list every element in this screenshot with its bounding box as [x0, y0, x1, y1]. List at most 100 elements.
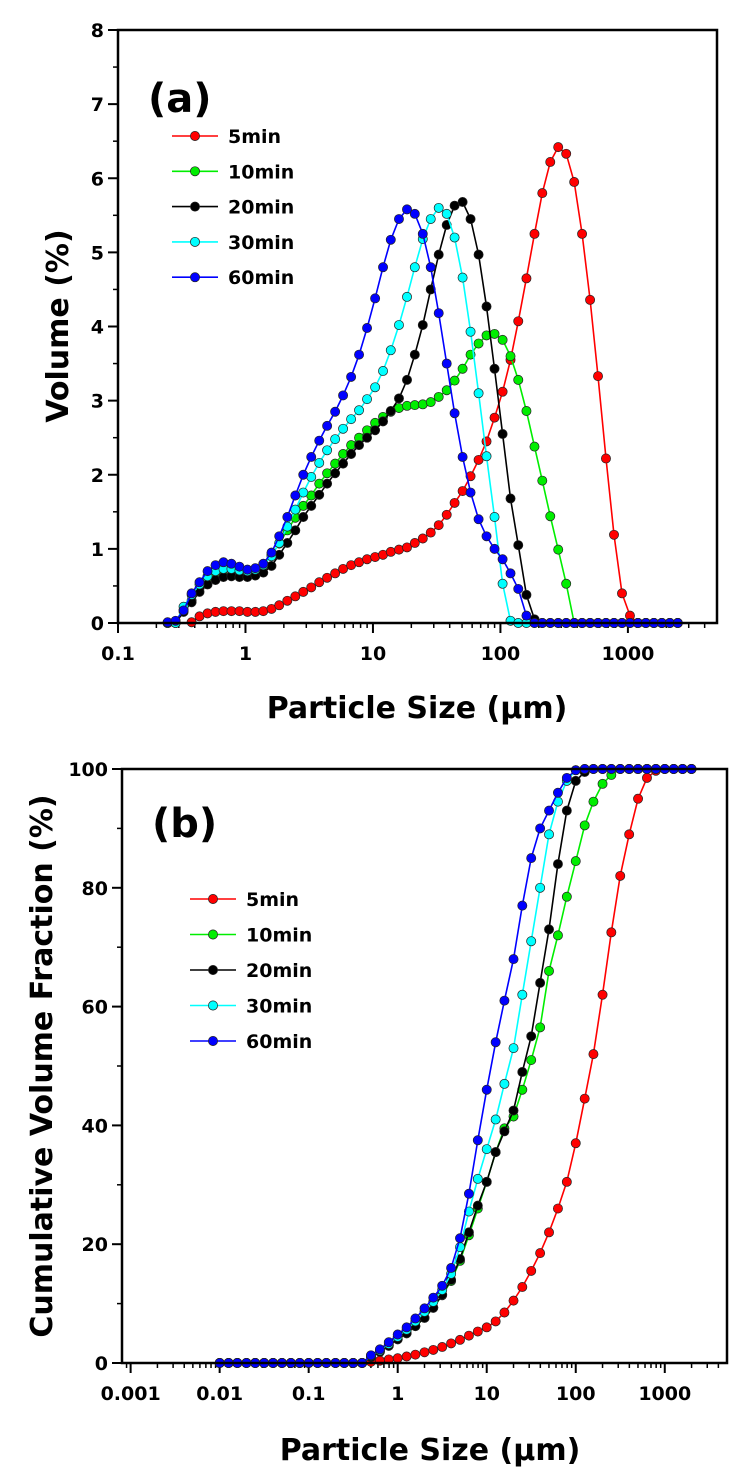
chart-a-point-5min — [290, 591, 301, 602]
chart-b-point-5min — [606, 927, 617, 938]
chart-a-point-10min — [497, 334, 508, 345]
chart-b-point-20min — [552, 859, 563, 869]
chart-b-point-60min — [463, 1188, 474, 1199]
chart-a-point-60min — [258, 558, 269, 569]
chart-a-point-20min — [417, 320, 428, 330]
chart-a-x-tick-label: 100 — [481, 643, 521, 665]
chart-a-point-10min — [529, 441, 540, 452]
chart-a-point-60min — [282, 512, 293, 522]
chart-a-point-60min — [306, 452, 317, 462]
chart-b-point-5min — [579, 1093, 590, 1104]
chart-a-point-5min — [601, 453, 611, 464]
chart-a-y-tick-label: 5 — [91, 242, 104, 264]
chart-a-point-60min — [266, 547, 277, 558]
chart-b-point-5min — [472, 1326, 483, 1337]
chart-b-point-60min — [428, 1292, 439, 1303]
chart-a-point-20min — [465, 214, 476, 224]
chart-a-point-10min — [473, 338, 484, 349]
chart-a-point-5min — [298, 586, 309, 597]
chart-b-x-tick-label: 1 — [391, 1383, 404, 1405]
legend-marker — [190, 166, 200, 177]
chart-b-y-tick-label: 100 — [68, 759, 108, 781]
chart-a-point-5min — [258, 606, 269, 617]
chart-b-point-60min — [383, 1337, 394, 1348]
chart-b-point-30min — [526, 936, 537, 947]
chart-a-point-60min — [449, 408, 460, 419]
chart-b-cumulative-distribution: (b) Particle Size (μm) Cumulative Volume… — [25, 759, 729, 1468]
chart-a-point-10min — [545, 511, 556, 522]
chart-a-point-20min — [505, 493, 516, 504]
chart-b-point-60min — [437, 1280, 448, 1291]
chart-b-point-20min — [526, 1031, 537, 1042]
chart-b-point-5min — [642, 772, 652, 783]
chart-b-point-20min — [463, 1227, 474, 1238]
chart-a-x-tick-label: 10 — [360, 643, 386, 665]
chart-b-point-20min — [544, 924, 554, 935]
chart-a-point-10min — [505, 351, 516, 362]
chart-a-point-30min — [481, 451, 492, 462]
chart-b-point-5min — [535, 1248, 546, 1259]
chart-a-point-60min — [457, 452, 468, 462]
chart-b-point-60min — [455, 1233, 465, 1244]
chart-a-point-20min — [394, 393, 404, 404]
chart-b-y-tick-label: 80 — [82, 878, 108, 900]
chart-b-point-10min — [597, 778, 608, 789]
chart-a-point-20min — [513, 540, 524, 551]
chart-b-point-5min — [544, 1227, 554, 1238]
chart-a-point-20min — [473, 249, 484, 260]
chart-b-point-10min — [544, 966, 554, 976]
legend-marker — [190, 131, 200, 141]
chart-a-point-5min — [306, 582, 317, 593]
chart-a-point-60min — [186, 588, 197, 599]
chart-a-point-5min — [617, 588, 627, 599]
chart-b-point-60min — [419, 1303, 430, 1314]
chart-a-y-tick-label: 1 — [91, 539, 104, 561]
chart-a-point-30min — [473, 388, 484, 399]
chart-a-x-tick-label: 0.1 — [101, 643, 135, 665]
chart-b-point-60min — [499, 995, 510, 1006]
chart-a-point-60min — [202, 566, 213, 577]
chart-a-point-60min — [497, 554, 508, 565]
chart-a-point-60min — [441, 358, 452, 369]
chart-b-series-60min — [214, 764, 697, 1368]
chart-b-point-5min — [552, 1203, 563, 1214]
chart-a-point-30min — [314, 457, 325, 468]
chart-a-legend-item-30min: 30min — [172, 232, 294, 254]
chart-a-point-60min — [314, 435, 325, 446]
chart-a-point-60min — [513, 583, 524, 594]
chart-a-point-20min — [306, 500, 317, 511]
chart-a-point-30min — [497, 578, 508, 589]
chart-b-point-20min — [535, 977, 546, 988]
chart-a-point-60min — [362, 323, 373, 333]
chart-a-point-10min — [425, 397, 436, 408]
chart-a-point-20min — [489, 363, 500, 374]
chart-a-point-20min — [322, 478, 333, 489]
chart-a-point-60min — [322, 420, 333, 431]
chart-a-point-20min — [385, 406, 396, 416]
chart-a-point-5min — [569, 177, 580, 187]
chart-a-point-60min — [298, 469, 309, 480]
chart-b-series-10min — [214, 764, 697, 1368]
chart-a-point-60min — [394, 214, 404, 224]
legend-label: 5min — [246, 889, 299, 911]
chart-a-point-5min — [433, 520, 444, 531]
chart-a-point-5min — [385, 546, 396, 557]
chart-a-point-30min — [394, 320, 404, 330]
chart-b-x-tick-label: 0.001 — [101, 1383, 161, 1405]
chart-b-x-tick-label: 0.1 — [292, 1383, 326, 1405]
chart-b-point-5min — [419, 1347, 430, 1358]
chart-a-point-20min — [290, 525, 301, 536]
chart-a-point-10min — [489, 328, 500, 339]
chart-a-point-20min — [449, 200, 460, 211]
chart-b-point-60min — [535, 823, 546, 834]
chart-a-point-20min — [457, 197, 468, 207]
chart-a-point-5min — [489, 412, 500, 423]
chart-a-point-10min — [561, 578, 572, 589]
chart-a-point-20min — [346, 449, 357, 459]
chart-a-point-30min — [402, 291, 412, 302]
chart-a-point-20min — [330, 468, 341, 479]
legend-marker — [208, 894, 218, 904]
chart-a-point-5min — [553, 142, 564, 153]
chart-b-point-60min — [552, 787, 563, 798]
chart-a-point-5min — [202, 608, 213, 619]
